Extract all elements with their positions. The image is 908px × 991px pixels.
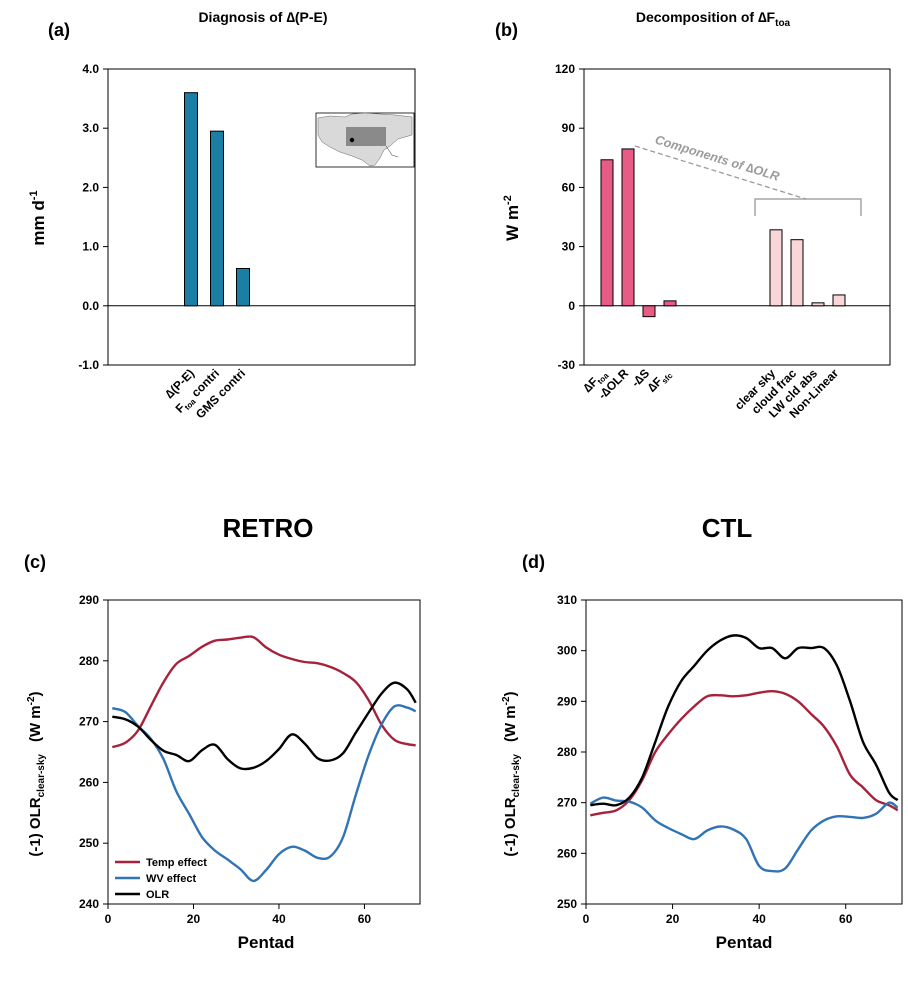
panel-b-component-bar bbox=[790, 239, 804, 307]
panel-a: (a) Diagnosis of ∆(P-E) mm d-1 4.0 3.0 2.0… bbox=[28, 9, 416, 421]
panel-b-bar bbox=[600, 159, 614, 307]
panel-c-legend: Temp effect WV effect OLR bbox=[115, 857, 207, 901]
panel-d-ytick-label: 310 bbox=[557, 593, 577, 607]
panel-b-ylabel: W m-2 bbox=[502, 195, 522, 241]
panel-c-xtick-label: 20 bbox=[187, 912, 201, 926]
panel-a-ylabel: mm d-1 bbox=[28, 190, 48, 245]
panel-a-xticks: ∆(P-E) Ftoa contri GMS contri bbox=[162, 366, 248, 421]
panel-d-xtick-label: 60 bbox=[839, 912, 853, 926]
svg-text:(-1) OLRclear-sky(W m-2): (-1) OLRclear-sky(W m-2) bbox=[26, 691, 47, 856]
panel-d-lines bbox=[589, 634, 899, 873]
panel-c: (c) 240 250 260 270 280 290 0 20 40 60 Pentad (-1… bbox=[24, 552, 421, 952]
panel-c-ticks: 240 250 260 270 280 290 0 20 40 60 bbox=[79, 593, 371, 926]
panel-a-ytick-label: -1.0 bbox=[78, 358, 99, 372]
panel-c-xlabel: Pentad bbox=[238, 933, 295, 952]
panel-d-ytick-label: 260 bbox=[557, 846, 577, 860]
panel-d-xtick-label: 40 bbox=[752, 912, 766, 926]
panel-c-ylabel: (-1) OLRclear-sky(W m-2) bbox=[26, 691, 47, 856]
panel-a-yticks: 4.0 3.0 2.0 1.0 0.0 -1.0 bbox=[78, 62, 108, 372]
panel-c-series-wv-effect bbox=[111, 704, 417, 883]
panel-b-component-bar bbox=[832, 294, 846, 307]
panel-b-letter: (b) bbox=[495, 20, 518, 40]
panel-d-ytick-label: 280 bbox=[557, 745, 577, 759]
panel-d-frame bbox=[585, 599, 903, 905]
panel-b-ytick-label: 90 bbox=[562, 121, 576, 135]
legend-label: Temp effect bbox=[146, 857, 207, 869]
section-title-retro: RETRO bbox=[223, 513, 314, 543]
panel-a-bar bbox=[210, 130, 224, 307]
panel-c-frame bbox=[107, 599, 421, 905]
legend-label: OLR bbox=[146, 889, 169, 901]
panel-a-ytick-label: 1.0 bbox=[82, 240, 99, 254]
panel-a-bars bbox=[184, 92, 250, 307]
panel-c-ytick-label: 290 bbox=[79, 593, 99, 607]
panel-b-component-bar bbox=[769, 229, 783, 307]
map-inset bbox=[315, 112, 415, 168]
panel-b-ytick-label: 120 bbox=[555, 62, 575, 76]
panel-b-component-bar bbox=[811, 302, 825, 307]
panel-a-ytick-label: 4.0 bbox=[82, 62, 99, 76]
panel-a-ytick-label: 3.0 bbox=[82, 121, 99, 135]
panel-d-series-wv-effect bbox=[589, 796, 899, 873]
panel-c-ytick-label: 260 bbox=[79, 775, 99, 789]
panel-a-bar bbox=[236, 268, 250, 307]
panel-b-yticks: 120 90 60 30 0 -30 bbox=[555, 62, 584, 372]
panel-b-xticks: ∆Ftoa -∆OLR -∆S ∆Fsfc clear sky cloud fr… bbox=[580, 366, 841, 421]
panel-d-xlabel: Pentad bbox=[716, 933, 773, 952]
panel-d-ytick-label: 290 bbox=[557, 694, 577, 708]
panel-b-bar bbox=[621, 148, 635, 307]
panel-c-ytick-label: 280 bbox=[79, 654, 99, 668]
panel-b-title: Decomposition of ∆Ftoa bbox=[636, 9, 791, 29]
panel-c-xtick-label: 0 bbox=[105, 912, 112, 926]
panel-b-bar bbox=[642, 305, 656, 318]
panel-b-ytick-label: 0 bbox=[568, 299, 575, 313]
panel-a-ytick-label: 2.0 bbox=[82, 180, 99, 194]
panel-a-title: Diagnosis of ∆(P-E) bbox=[198, 9, 327, 25]
panel-b-ytick-label: -30 bbox=[558, 358, 576, 372]
panel-b-ytick-label: 60 bbox=[562, 180, 576, 194]
panel-d-series-olr bbox=[590, 634, 899, 807]
panel-a-bar bbox=[184, 92, 198, 307]
svg-text:(-1) OLRclear-sky(W m-2): (-1) OLRclear-sky(W m-2) bbox=[501, 691, 522, 856]
panel-d-ylabel: (-1) OLRclear-sky(W m-2) bbox=[501, 691, 522, 856]
components-annotation: Components of ∆OLR bbox=[653, 133, 781, 184]
panel-c-xtick-label: 40 bbox=[272, 912, 286, 926]
panel-b: (b) Decomposition of ∆Ftoa W m-2 120 90 60… bbox=[495, 9, 891, 421]
panel-d-xtick-label: 0 bbox=[583, 912, 590, 926]
panel-c-lines bbox=[111, 635, 417, 883]
panel-d-xtick-label: 20 bbox=[666, 912, 680, 926]
panel-a-ytick-label: 0.0 bbox=[82, 299, 99, 313]
panel-c-ytick-label: 250 bbox=[79, 836, 99, 850]
panel-a-letter: (a) bbox=[48, 20, 70, 40]
panel-c-ytick-label: 240 bbox=[79, 897, 99, 911]
panel-c-letter: (c) bbox=[24, 552, 46, 572]
panel-b-ytick-label: 30 bbox=[562, 240, 576, 254]
panel-c-xtick-label: 60 bbox=[358, 912, 372, 926]
panel-c-ytick-label: 270 bbox=[79, 715, 99, 729]
panel-b-frame bbox=[583, 68, 891, 366]
panel-b-bars bbox=[600, 148, 846, 318]
panel-d-ytick-label: 250 bbox=[557, 897, 577, 911]
panel-b-bar bbox=[663, 300, 677, 307]
legend-label: WV effect bbox=[146, 873, 196, 885]
section-title-ctl: CTL bbox=[702, 513, 753, 543]
panel-c-series-temp-effect bbox=[111, 635, 416, 749]
panel-d-ticks: 250 260 270 280 290 300 310 0 20 40 60 bbox=[557, 593, 853, 926]
components-bracket: Components of ∆OLR bbox=[634, 133, 862, 216]
panel-c-series-olr bbox=[112, 681, 417, 771]
panel-d-ytick-label: 270 bbox=[557, 796, 577, 810]
panel-d-ytick-label: 300 bbox=[557, 644, 577, 658]
panel-a-frame bbox=[107, 68, 416, 366]
panel-b-xtick-dfsfc: ∆Fsfc bbox=[645, 366, 675, 396]
panel-d-letter: (d) bbox=[522, 552, 545, 572]
